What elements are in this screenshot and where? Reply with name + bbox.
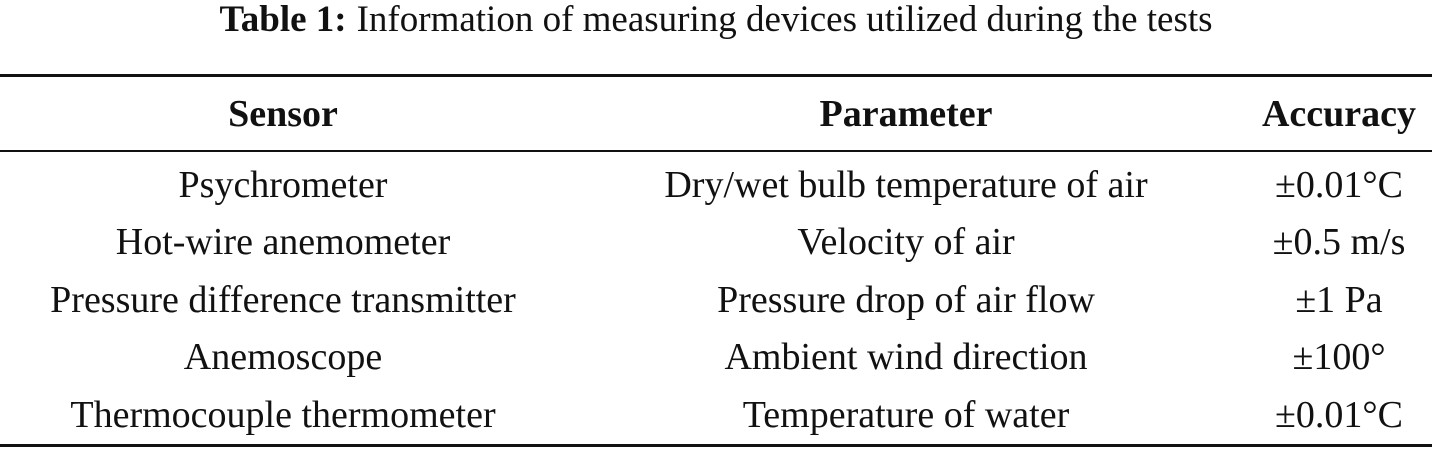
column-header: Sensor [228,92,338,135]
table-cell: Pressure difference transmitter [50,278,516,321]
table-header: Sensor Parameter Accuracy [0,75,1432,151]
table-cell: Velocity of air [797,221,1015,264]
table-cell: ±1 Pa [1295,278,1383,321]
table-cell: ±0.01°C [1275,393,1403,436]
table-caption: Table 1: Information of measuring devices… [0,0,1432,40]
table-cell: Hot-wire anemometer [115,221,451,264]
table-row: Thermocouple thermometer Temperature of w… [0,386,1432,445]
table-body: Psychrometer Dry/wet bulb temperature of … [0,151,1432,445]
column-header: Accuracy [1261,92,1417,135]
header-row: Sensor Parameter Accuracy [0,75,1432,151]
caption-text: Information of measuring devices utilize… [356,0,1213,40]
caption-label: Table 1: [219,0,347,40]
table-cell: Anemoscope [183,336,383,379]
table-cell: Temperature of water [742,393,1070,436]
table-cell: ±0.01°C [1275,163,1403,206]
table-cell: ±0.5 m/s [1272,221,1406,264]
table-cell: Pressure drop of air flow [717,278,1095,321]
table-row: Anemoscope Ambient wind direction ±100° [0,329,1432,387]
table-row: Hot-wire anemometer Velocity of air ±0.5 m… [0,214,1432,272]
table-cell: Ambient wind direction [724,336,1088,379]
table-row: Psychrometer Dry/wet bulb temperature of … [0,151,1432,214]
table-cell: ±100° [1292,336,1386,379]
table: Sensor Parameter Accuracy Psychrometer Dry/… [0,74,1432,447]
table-cell: Thermocouple thermometer [70,393,496,436]
table-cell: Dry/wet bulb temperature of air [664,163,1148,206]
table-row: Pressure difference transmitter Pressure … [0,271,1432,329]
column-header: Parameter [819,92,993,135]
table-cell: Psychrometer [178,163,388,206]
